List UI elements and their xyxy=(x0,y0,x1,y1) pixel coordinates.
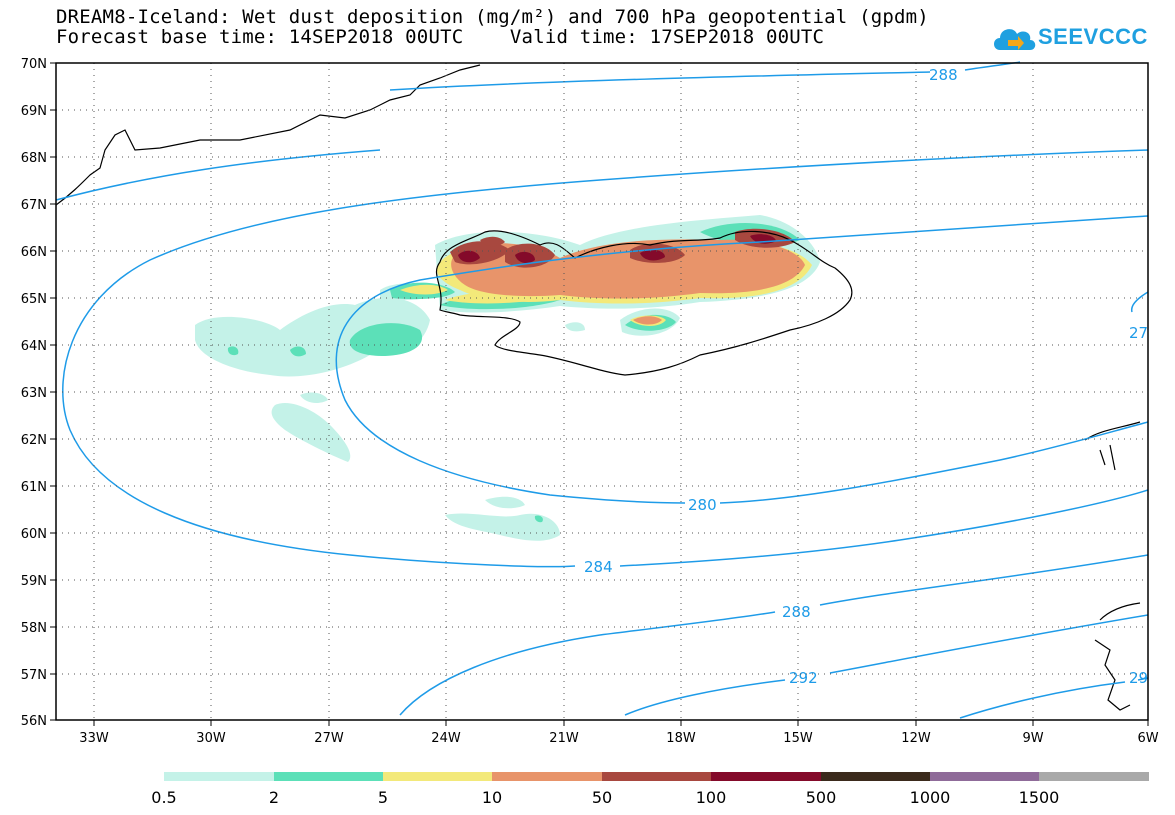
contour-288-south xyxy=(399,554,1149,716)
faroe-coast xyxy=(1084,421,1141,471)
seevccc-logo: SEEVCCC xyxy=(990,18,1147,58)
iceland-coast xyxy=(435,230,853,376)
colorbar-labels: 0.5 2 5 10 50 100 500 1000 1500 xyxy=(151,788,1059,807)
lat-label: 62N xyxy=(21,433,47,448)
colorbar-label: 1500 xyxy=(1019,788,1060,807)
contour-label-284: 284 xyxy=(584,558,613,576)
colorbar-swatch xyxy=(274,772,383,781)
contour-label-288-south: 288 xyxy=(782,603,811,621)
contour-label-group: 288 280 284 288 292 27 29 xyxy=(584,66,1148,687)
lon-label: 18W xyxy=(666,731,696,746)
lon-label: 24W xyxy=(431,731,461,746)
lat-label: 57N xyxy=(21,668,47,683)
map-title-line2: Forecast base time: 14SEP2018 00UTC Vali… xyxy=(56,26,825,48)
colorbar-swatch xyxy=(164,772,274,781)
colorbar-label: 1000 xyxy=(910,788,951,807)
contour-bottom xyxy=(959,677,1149,719)
colorbar-label: 5 xyxy=(378,788,388,807)
contour-label-280: 280 xyxy=(688,496,717,514)
colorbar-label: 500 xyxy=(806,788,837,807)
lat-label: 59N xyxy=(21,574,47,589)
lat-label: 61N xyxy=(21,480,47,495)
latitude-labels: 70N 69N 68N 67N 66N 65N 64N 63N 62N 61N … xyxy=(21,57,47,729)
lon-label: 30W xyxy=(196,731,226,746)
lat-label: 60N xyxy=(21,527,47,542)
lat-label: 70N xyxy=(21,57,47,72)
contour-292 xyxy=(624,614,1149,716)
contour-label-27: 27 xyxy=(1129,324,1148,342)
cloud-icon xyxy=(994,29,1036,50)
colorbar xyxy=(164,772,1149,781)
lat-label: 63N xyxy=(21,386,47,401)
map-title-line1: DREAM8-Iceland: Wet dust deposition (mg/… xyxy=(56,6,929,28)
contour-label-29: 29 xyxy=(1129,669,1148,687)
contour-27 xyxy=(1130,291,1149,313)
colorbar-label: 100 xyxy=(696,788,727,807)
lon-label: 21W xyxy=(549,731,579,746)
lon-label: 6W xyxy=(1137,731,1158,746)
colorbar-label: 2 xyxy=(269,788,279,807)
lat-label: 65N xyxy=(21,292,47,307)
colorbar-label: 10 xyxy=(482,788,502,807)
contour-280 xyxy=(55,149,1149,504)
logo-text: SEEVCCC xyxy=(1038,24,1148,49)
contour-outer-ring xyxy=(62,149,1149,568)
colorbar-label: 50 xyxy=(592,788,612,807)
colorbar-label: 0.5 xyxy=(151,788,176,807)
dust-deposition-field xyxy=(195,215,820,541)
coastlines xyxy=(55,64,1141,711)
tick-marks xyxy=(50,62,1149,726)
colorbar-swatch xyxy=(930,772,1039,781)
colorbar-swatch xyxy=(492,772,602,781)
greenland-coast xyxy=(55,64,481,206)
lat-label: 68N xyxy=(21,151,47,166)
lon-label: 27W xyxy=(314,731,344,746)
scotland-coast xyxy=(1094,602,1141,711)
lon-label: 9W xyxy=(1022,731,1043,746)
colorbar-swatch xyxy=(821,772,930,781)
longitude-labels: 33W 30W 27W 24W 21W 18W 15W 12W 9W 6W xyxy=(79,731,1158,746)
colorbar-swatch xyxy=(383,772,492,781)
contour-288-north xyxy=(389,61,1021,91)
contour-label-288-north: 288 xyxy=(929,66,958,84)
lon-label: 15W xyxy=(783,731,813,746)
lat-label: 64N xyxy=(21,339,47,354)
lon-label: 12W xyxy=(901,731,931,746)
colorbar-swatch xyxy=(1039,772,1149,781)
geopotential-contours xyxy=(55,61,1149,719)
lat-label: 69N xyxy=(21,104,47,119)
gridlines xyxy=(56,63,1148,720)
colorbar-swatch xyxy=(711,772,821,781)
lon-label: 33W xyxy=(79,731,109,746)
lat-label: 58N xyxy=(21,621,47,636)
lat-label: 56N xyxy=(21,714,47,729)
lat-label: 66N xyxy=(21,245,47,260)
colorbar-swatch xyxy=(602,772,711,781)
lat-label: 67N xyxy=(21,198,47,213)
contour-label-292: 292 xyxy=(789,669,818,687)
